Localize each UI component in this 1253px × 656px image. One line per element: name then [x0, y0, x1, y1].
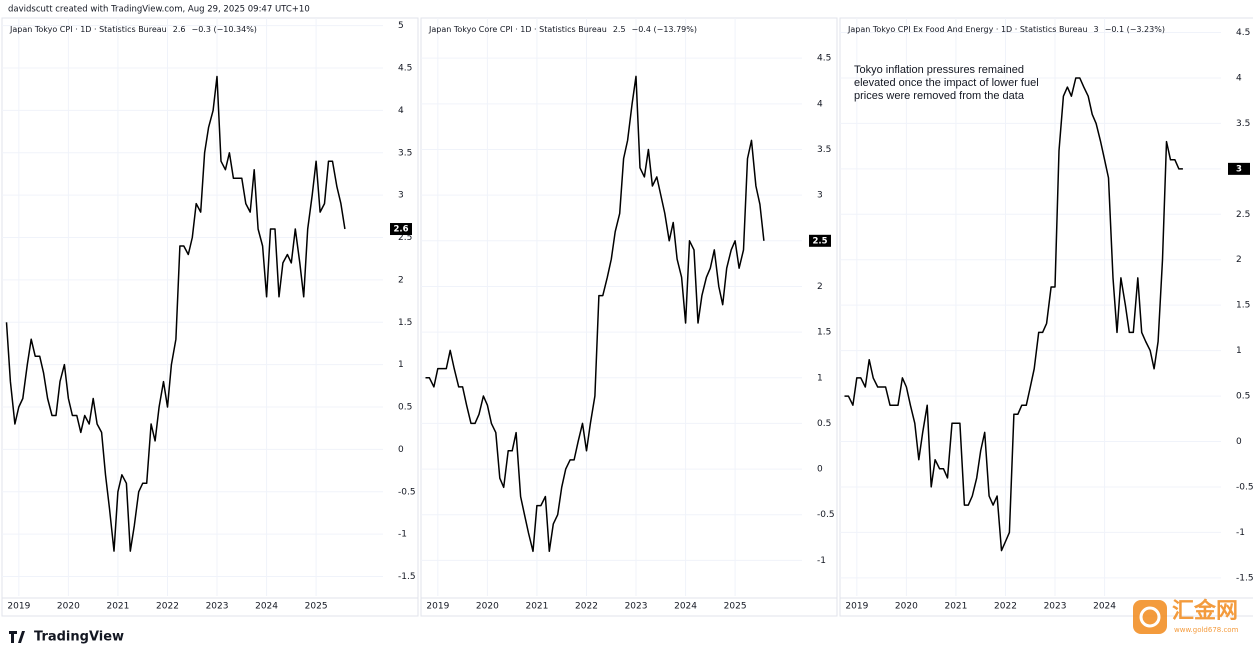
y-tick-label: 1 — [1236, 346, 1242, 356]
y-tick-label: 0.5 — [817, 419, 831, 429]
y-tick-label: 0 — [817, 465, 823, 475]
y-tick-label: 0 — [1236, 437, 1242, 447]
title-last-value: 2.5 — [613, 25, 626, 34]
y-tick-label: -0.5 — [817, 510, 835, 520]
last-value-label: 2.5 — [812, 236, 827, 246]
y-tick-label: -1 — [398, 530, 407, 540]
y-tick-label: 4.5 — [1236, 28, 1250, 38]
watermark-name: 汇金网 — [1172, 598, 1238, 624]
last-value-badge — [809, 234, 831, 247]
brand: TradingView — [34, 630, 124, 645]
x-tick-label: 2021 — [944, 602, 967, 612]
series-line — [5, 75, 346, 552]
title-text: Japan Tokyo CPI Ex Food And Energy · 1D … — [847, 25, 1088, 34]
title-text: Japan Tokyo CPI · 1D · Statistics Bureau — [9, 25, 167, 34]
title-last-value: 2.6 — [173, 25, 186, 34]
y-tick-label: 3 — [817, 191, 823, 201]
y-tick-label: 0.5 — [398, 403, 412, 413]
x-tick-label: 2024 — [255, 602, 278, 612]
series-line — [425, 75, 765, 553]
y-tick-label: 2 — [398, 275, 404, 285]
y-tick-label: 3.5 — [398, 148, 412, 158]
watermark-url: www.gold678.com — [1174, 626, 1239, 634]
series-line — [844, 77, 1183, 552]
x-tick-label: 2025 — [724, 602, 747, 612]
title-change: −0.4 (−13.79%) — [632, 25, 697, 34]
y-tick-label: 0 — [398, 445, 404, 455]
y-tick-label: 2.5 — [1236, 210, 1250, 220]
y-tick-label: 4 — [398, 106, 404, 116]
y-tick-label: 2 — [1236, 255, 1242, 265]
x-tick-label: 2023 — [1044, 602, 1067, 612]
panel-frame — [420, 17, 838, 617]
annotation: elevated once the impact of lower fuel — [854, 77, 1039, 89]
title-text: Japan Tokyo Core CPI · 1D · Statistics B… — [428, 25, 607, 34]
y-tick-label: 1 — [398, 360, 404, 370]
x-tick-label: 2024 — [674, 602, 697, 612]
y-tick-label: -0.5 — [398, 487, 416, 497]
x-tick-label: 2022 — [994, 602, 1017, 612]
panel: -1 -0.5 0 0.5 1 1.5 2 2.5 3 3.5 4 4.5 2019 2020 2021 20… — [420, 17, 838, 617]
x-tick-label: 2019 — [426, 602, 449, 612]
watermark: 汇金网 www.gold678.com — [1133, 598, 1239, 634]
y-tick-label: 4 — [817, 99, 823, 109]
x-tick-label: 2025 — [305, 602, 328, 612]
y-tick-label: 3.5 — [817, 145, 831, 155]
x-tick-label: 2020 — [476, 602, 499, 612]
title-change: −0.3 (−10.34%) — [192, 25, 257, 34]
last-value-label: 2.6 — [393, 225, 408, 235]
y-tick-label: 1.5 — [1236, 301, 1250, 311]
tv-logo — [9, 631, 25, 643]
credit: davidscutt created with TradingView.com,… — [8, 5, 310, 15]
y-tick-label: 2.5 — [398, 233, 412, 243]
panel-title: Japan Tokyo CPI Ex Food And Energy · 1D … — [847, 25, 1165, 34]
annotation: prices were removed from the data — [854, 90, 1025, 102]
x-tick-label: 2022 — [156, 602, 179, 612]
panel: -1.5 -1 -0.5 0 0.5 1 1.5 2 2.5 3 3.5 4 4.5 2019 2020 20… — [839, 17, 1253, 617]
title-last-value: 3 — [1094, 25, 1099, 34]
x-tick-label: 2022 — [575, 602, 598, 612]
y-tick-label: 1 — [817, 373, 823, 383]
y-tick-label: 2 — [817, 282, 823, 292]
y-tick-label: 4.5 — [398, 64, 412, 74]
title-change: −0.1 (−3.23%) — [1105, 25, 1165, 34]
panel-frame — [839, 17, 1253, 617]
y-tick-label: 4 — [1236, 73, 1242, 83]
y-tick-label: -1.5 — [1236, 573, 1253, 583]
panel: -1.5 -1 -0.5 0 0.5 1 1.5 2 2.5 3 3.5 4 4.5 5 2019 2020 2… — [1, 17, 419, 617]
x-tick-label: 2021 — [525, 602, 548, 612]
y-tick-label: 5 — [398, 21, 404, 31]
y-tick-label: -0.5 — [1236, 482, 1253, 492]
y-tick-label: 1.5 — [817, 328, 831, 338]
x-tick-label: 2024 — [1093, 602, 1116, 612]
y-tick-label: 4.5 — [817, 54, 831, 64]
last-value-badge — [390, 223, 412, 236]
x-tick-label: 2019 — [7, 602, 30, 612]
y-tick-label: -1 — [817, 556, 826, 566]
annotation: Tokyo inflation pressures remained — [854, 64, 1024, 76]
x-tick-label: 2023 — [625, 602, 648, 612]
y-tick-label: 3.5 — [1236, 119, 1250, 129]
x-tick-label: 2019 — [845, 602, 868, 612]
y-tick-label: 3 — [398, 191, 404, 201]
x-tick-label: 2020 — [895, 602, 918, 612]
x-tick-label: 2020 — [57, 602, 80, 612]
y-tick-label: 1.5 — [398, 318, 412, 328]
panel-title: Japan Tokyo CPI · 1D · Statistics Bureau… — [9, 25, 257, 34]
x-tick-label: 2021 — [106, 602, 129, 612]
y-tick-label: -1.5 — [398, 572, 416, 582]
panel-frame — [1, 17, 419, 617]
panel-title: Japan Tokyo Core CPI · 1D · Statistics B… — [428, 25, 697, 34]
y-tick-label: 0.5 — [1236, 392, 1250, 402]
last-value-badge — [1228, 162, 1250, 175]
y-tick-label: -1 — [1236, 528, 1245, 538]
last-value-label: 3 — [1236, 164, 1242, 174]
x-tick-label: 2023 — [206, 602, 229, 612]
